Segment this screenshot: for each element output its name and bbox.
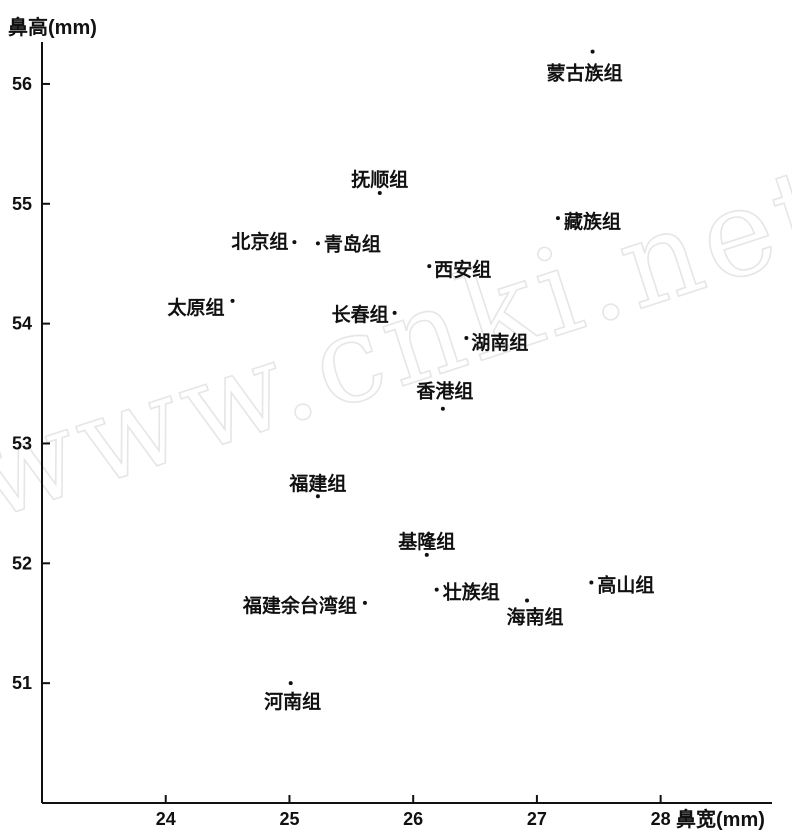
point-label: 福建组 [288,472,346,495]
point-label: 福建余台湾组 [242,594,357,617]
data-point [288,681,293,686]
data-point [590,49,595,54]
point-label: 蒙古族组 [547,62,623,85]
point-label: 太原组 [168,296,225,319]
data-point [464,336,469,341]
point-label: 藏族组 [564,210,621,233]
data-point [230,298,235,303]
point-label: 湖南组 [471,331,528,354]
data-point [424,552,429,557]
y-tick-label: 52 [12,553,32,573]
data-point [377,191,382,196]
point-label: 高山组 [597,573,654,596]
data-point [292,240,297,245]
data-point [392,310,397,315]
x-tick-label: 28 [651,809,671,829]
point-label: 抚顺组 [351,168,408,191]
y-tick-label: 56 [12,74,32,94]
watermark: www.cnki.net [0,139,792,548]
point-label: 北京组 [231,230,288,253]
y-tick-label: 55 [12,194,32,214]
y-tick-label: 51 [12,673,32,693]
axis-ticks: 24 25 26 27 28 51 52 53 54 55 56 [12,74,671,829]
point-label: 河南组 [264,690,321,713]
x-axis-title: 鼻宽(mm) [676,807,765,831]
data-point [315,241,320,246]
data-point [427,264,432,269]
point-label: 壮族组 [443,581,500,604]
y-tick-label: 53 [12,433,32,453]
point-label: 青岛组 [324,232,381,255]
x-tick-label: 25 [279,809,299,829]
point-label: 海南组 [507,605,564,628]
x-tick-label: 26 [403,809,423,829]
data-point [434,587,439,592]
point-label: 长春组 [332,303,389,326]
y-axis-title: 鼻高(mm) [8,15,97,39]
x-tick-label: 27 [527,809,547,829]
data-point [525,598,530,603]
y-tick-label: 54 [12,314,32,334]
data-point [362,600,367,605]
data-point [440,406,445,411]
point-label: 基隆组 [397,530,455,553]
x-tick-label: 24 [156,809,176,829]
data-point [315,494,320,499]
point-label: 香港组 [415,380,473,403]
point-label: 西安组 [434,258,491,281]
data-point [555,216,560,221]
data-point [589,580,594,585]
